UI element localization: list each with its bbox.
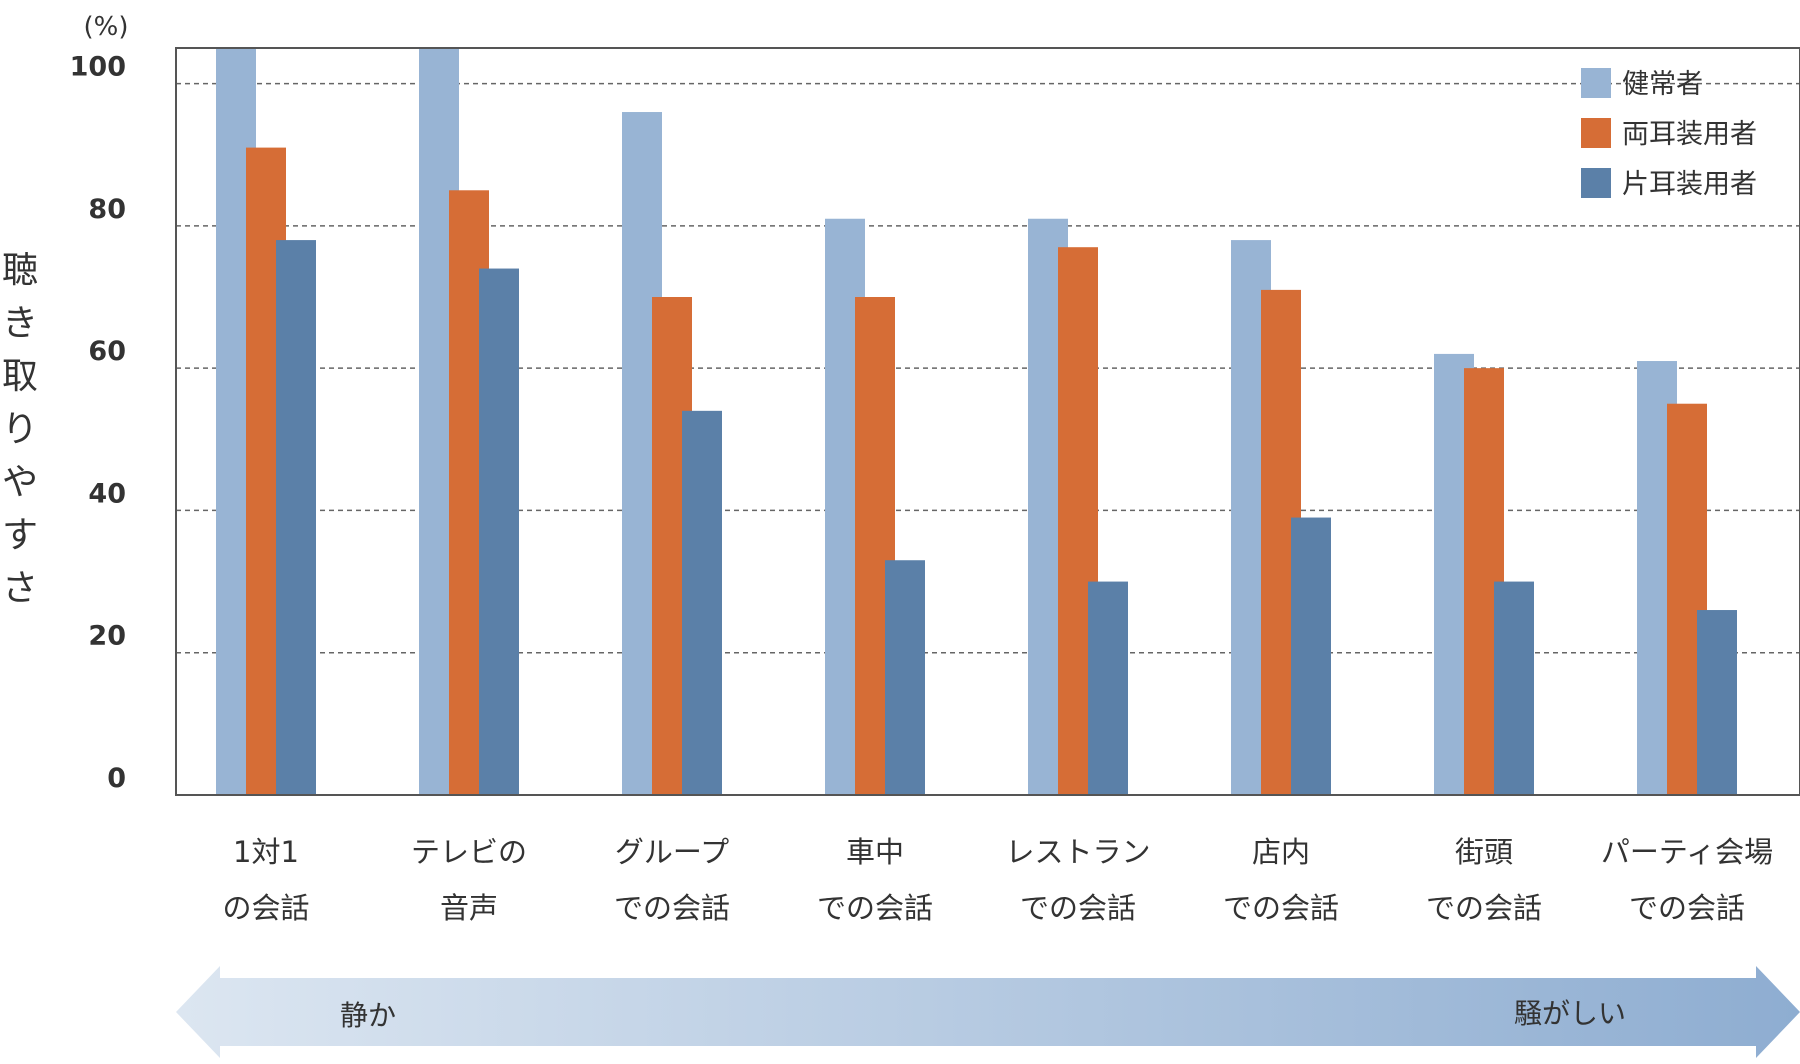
bar-片耳装用者-5 (1291, 517, 1331, 795)
legend-swatch-0 (1581, 68, 1611, 98)
bar-片耳装用者-2 (682, 410, 722, 795)
y-axis-label-char: す (2, 515, 38, 556)
category-label-5-0: 店内 (1252, 835, 1310, 869)
bar-片耳装用者-6 (1494, 581, 1534, 795)
y-unit-label: (%) (84, 12, 129, 42)
arrow-right-label: 騒がしい (1514, 997, 1626, 1030)
legend-swatch-2 (1581, 168, 1611, 198)
category-label-5-1: での会話 (1223, 891, 1339, 925)
y-axis-label-char: さ (2, 568, 38, 609)
bar-片耳装用者-0 (276, 240, 316, 796)
y-tick-60: 60 (88, 336, 126, 367)
y-tick-80: 80 (88, 194, 126, 225)
category-label-2-0: グループ (615, 835, 729, 869)
y-axis-label-char: や (2, 462, 38, 503)
y-tick-labels: 0 20 40 60 80 100 (70, 52, 126, 794)
plot-frame (175, 47, 1800, 796)
category-label-1-1: 音声 (440, 891, 498, 925)
y-tick-100: 100 (70, 52, 126, 83)
category-label-0-0: 1対1 (233, 835, 299, 869)
category-label-6-0: 街頭 (1455, 835, 1513, 869)
arrow-left-label: 静か (340, 999, 396, 1032)
category-label-1-0: テレビの (411, 835, 527, 869)
legend-label-1: 両耳装用者 (1622, 119, 1757, 150)
y-axis-label-char: 聴 (2, 250, 38, 291)
bar-片耳装用者-4 (1088, 581, 1128, 795)
noise-level-arrow: 静か 騒がしい (176, 966, 1800, 1058)
legend-label-0: 健常者 (1622, 69, 1703, 100)
legend-label-2: 片耳装用者 (1622, 169, 1757, 200)
category-label-3-1: での会話 (817, 891, 933, 925)
category-label-4-0: レストラン (1005, 835, 1150, 869)
y-axis-label-char: き (2, 303, 38, 344)
y-tick-0: 0 (107, 763, 126, 794)
bar-片耳装用者-7 (1697, 610, 1737, 795)
category-label-7-0: パーティ会場 (1601, 835, 1773, 869)
arrow-shape (176, 966, 1800, 1058)
category-label-3-0: 車中 (846, 835, 904, 869)
bar-片耳装用者-1 (479, 268, 519, 795)
legend-swatch-1 (1581, 118, 1611, 148)
y-axis-label-char: 取 (2, 356, 38, 397)
category-label-6-1: での会話 (1426, 891, 1542, 925)
y-tick-20: 20 (88, 621, 126, 652)
category-label-0-1: の会話 (222, 891, 309, 925)
category-label-7-1: での会話 (1629, 891, 1745, 925)
y-axis-label-char: り (2, 409, 38, 450)
bar-片耳装用者-3 (885, 560, 925, 795)
y-tick-40: 40 (88, 478, 126, 509)
category-label-2-1: での会話 (614, 891, 730, 925)
category-label-4-1: での会話 (1020, 891, 1136, 925)
bars (216, 48, 1737, 796)
